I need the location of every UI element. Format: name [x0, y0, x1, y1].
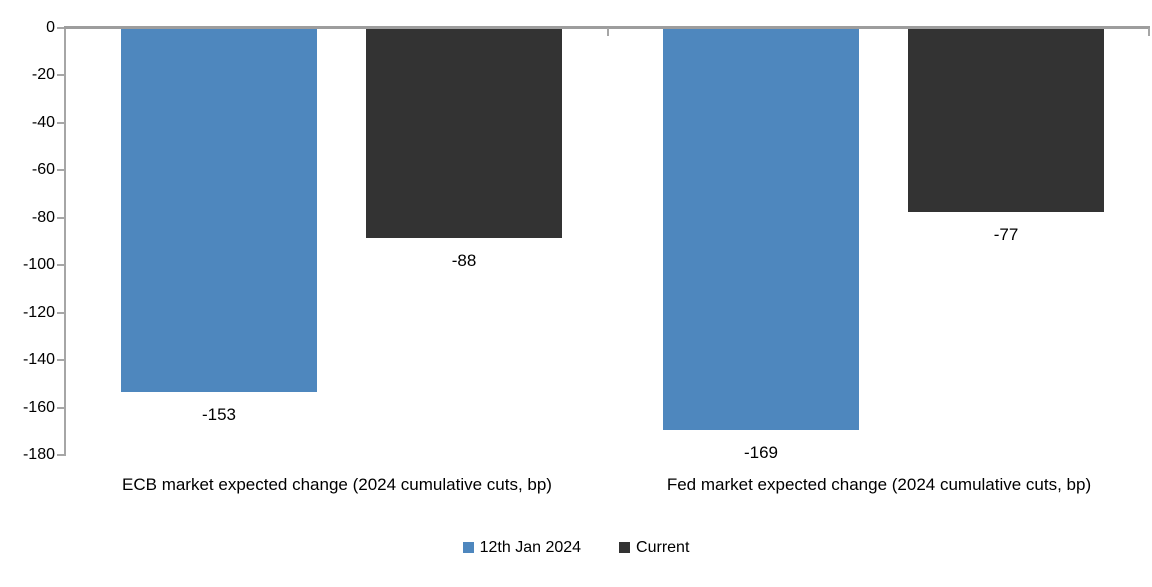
data-label: -153 [201, 405, 237, 424]
y-axis-tick [57, 454, 64, 456]
legend-label: 12th Jan 2024 [479, 539, 582, 556]
y-axis-tick [57, 121, 64, 124]
y-axis-tick-label: -40 [31, 113, 55, 131]
legend-swatch-dark-icon [619, 542, 631, 553]
legend-swatch-blue-icon [462, 542, 474, 553]
bar-12th-jan-2024-cat1 [663, 29, 859, 430]
y-axis-tick [57, 264, 64, 267]
y-axis-tick [57, 169, 64, 172]
legend-label: Current [636, 539, 690, 556]
y-axis-tick [57, 216, 64, 219]
legend-item-current: Current [619, 538, 689, 557]
y-axis-tick-label: -80 [31, 208, 55, 226]
bar-12th-jan-2024-cat0 [121, 29, 317, 392]
category-boundary-tick [607, 28, 609, 36]
y-axis-tick [57, 406, 64, 409]
y-axis-tick [57, 74, 64, 77]
data-label: -88 [451, 251, 477, 270]
y-axis-tick-label: -100 [22, 256, 55, 274]
y-axis-tick [57, 311, 64, 314]
y-axis-tick [57, 27, 64, 29]
y-axis-tick [57, 359, 64, 362]
y-axis-tick-label: -180 [22, 446, 55, 463]
legend: 12th Jan 2024 Current [0, 538, 1152, 557]
zero-baseline [64, 26, 1150, 29]
category-label-fed: Fed market expected change (2024 cumulat… [666, 475, 1092, 494]
data-label: -169 [743, 443, 779, 462]
y-axis-tick-label: -160 [22, 398, 55, 416]
y-axis-tick-label: 0 [46, 19, 55, 36]
y-axis-tick-label: -20 [31, 66, 55, 84]
category-boundary-tick [1148, 28, 1150, 36]
bar-current-cat0 [366, 29, 562, 238]
y-axis-tick-label: -60 [31, 161, 55, 179]
legend-item-12th-jan-2024: 12th Jan 2024 [462, 538, 582, 557]
y-axis-line [64, 28, 66, 456]
y-axis-tick-label: -120 [22, 303, 55, 321]
y-axis-tick-label: -140 [22, 351, 55, 369]
data-label: -77 [993, 225, 1019, 244]
category-label-ecb: ECB market expected change (2024 cumulat… [122, 475, 552, 494]
bar-current-cat1 [908, 29, 1104, 212]
